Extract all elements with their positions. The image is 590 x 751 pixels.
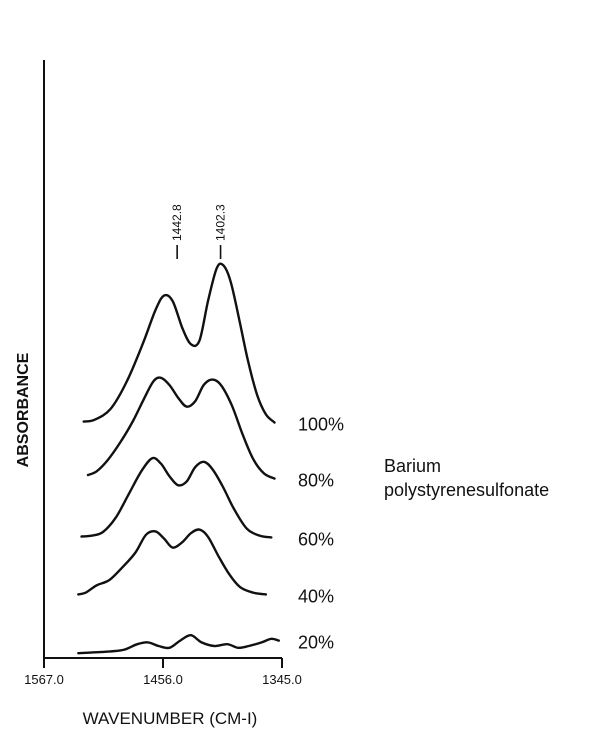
axes <box>43 60 282 659</box>
peak-label: 1402.3 <box>214 204 228 241</box>
series-labels: 100% 80% 60% 40% 20% <box>298 415 344 653</box>
y-axis-label: ABSORBANCE <box>15 352 32 467</box>
series-label: 40% <box>298 586 334 606</box>
x-tick-label: 1456.0 <box>143 672 183 687</box>
spectrum-line <box>86 376 276 480</box>
spectrum-line <box>77 528 268 596</box>
spectrum-line <box>82 262 276 424</box>
x-tick-label: 1345.0 <box>262 672 302 687</box>
x-axis-label: WAVENUMBER (CM-I) <box>83 709 258 728</box>
peak-markers: 1442.8 1402.3 <box>170 204 228 259</box>
spectrum-curves <box>77 262 280 655</box>
series-label: 80% <box>298 471 334 491</box>
peak-label: 1442.8 <box>170 204 184 241</box>
group-label-line-2: polystyrenesulfonate <box>384 480 549 500</box>
group-label-line-1: Barium <box>384 456 441 476</box>
x-tick-label: 1567.0 <box>24 672 64 687</box>
series-label: 20% <box>298 633 334 653</box>
series-label: 60% <box>298 529 334 549</box>
spectrum-line <box>80 456 273 539</box>
series-label: 100% <box>298 415 344 435</box>
spectrum-line <box>77 634 280 655</box>
x-ticks: 1567.0 1456.0 1345.0 <box>24 658 302 687</box>
